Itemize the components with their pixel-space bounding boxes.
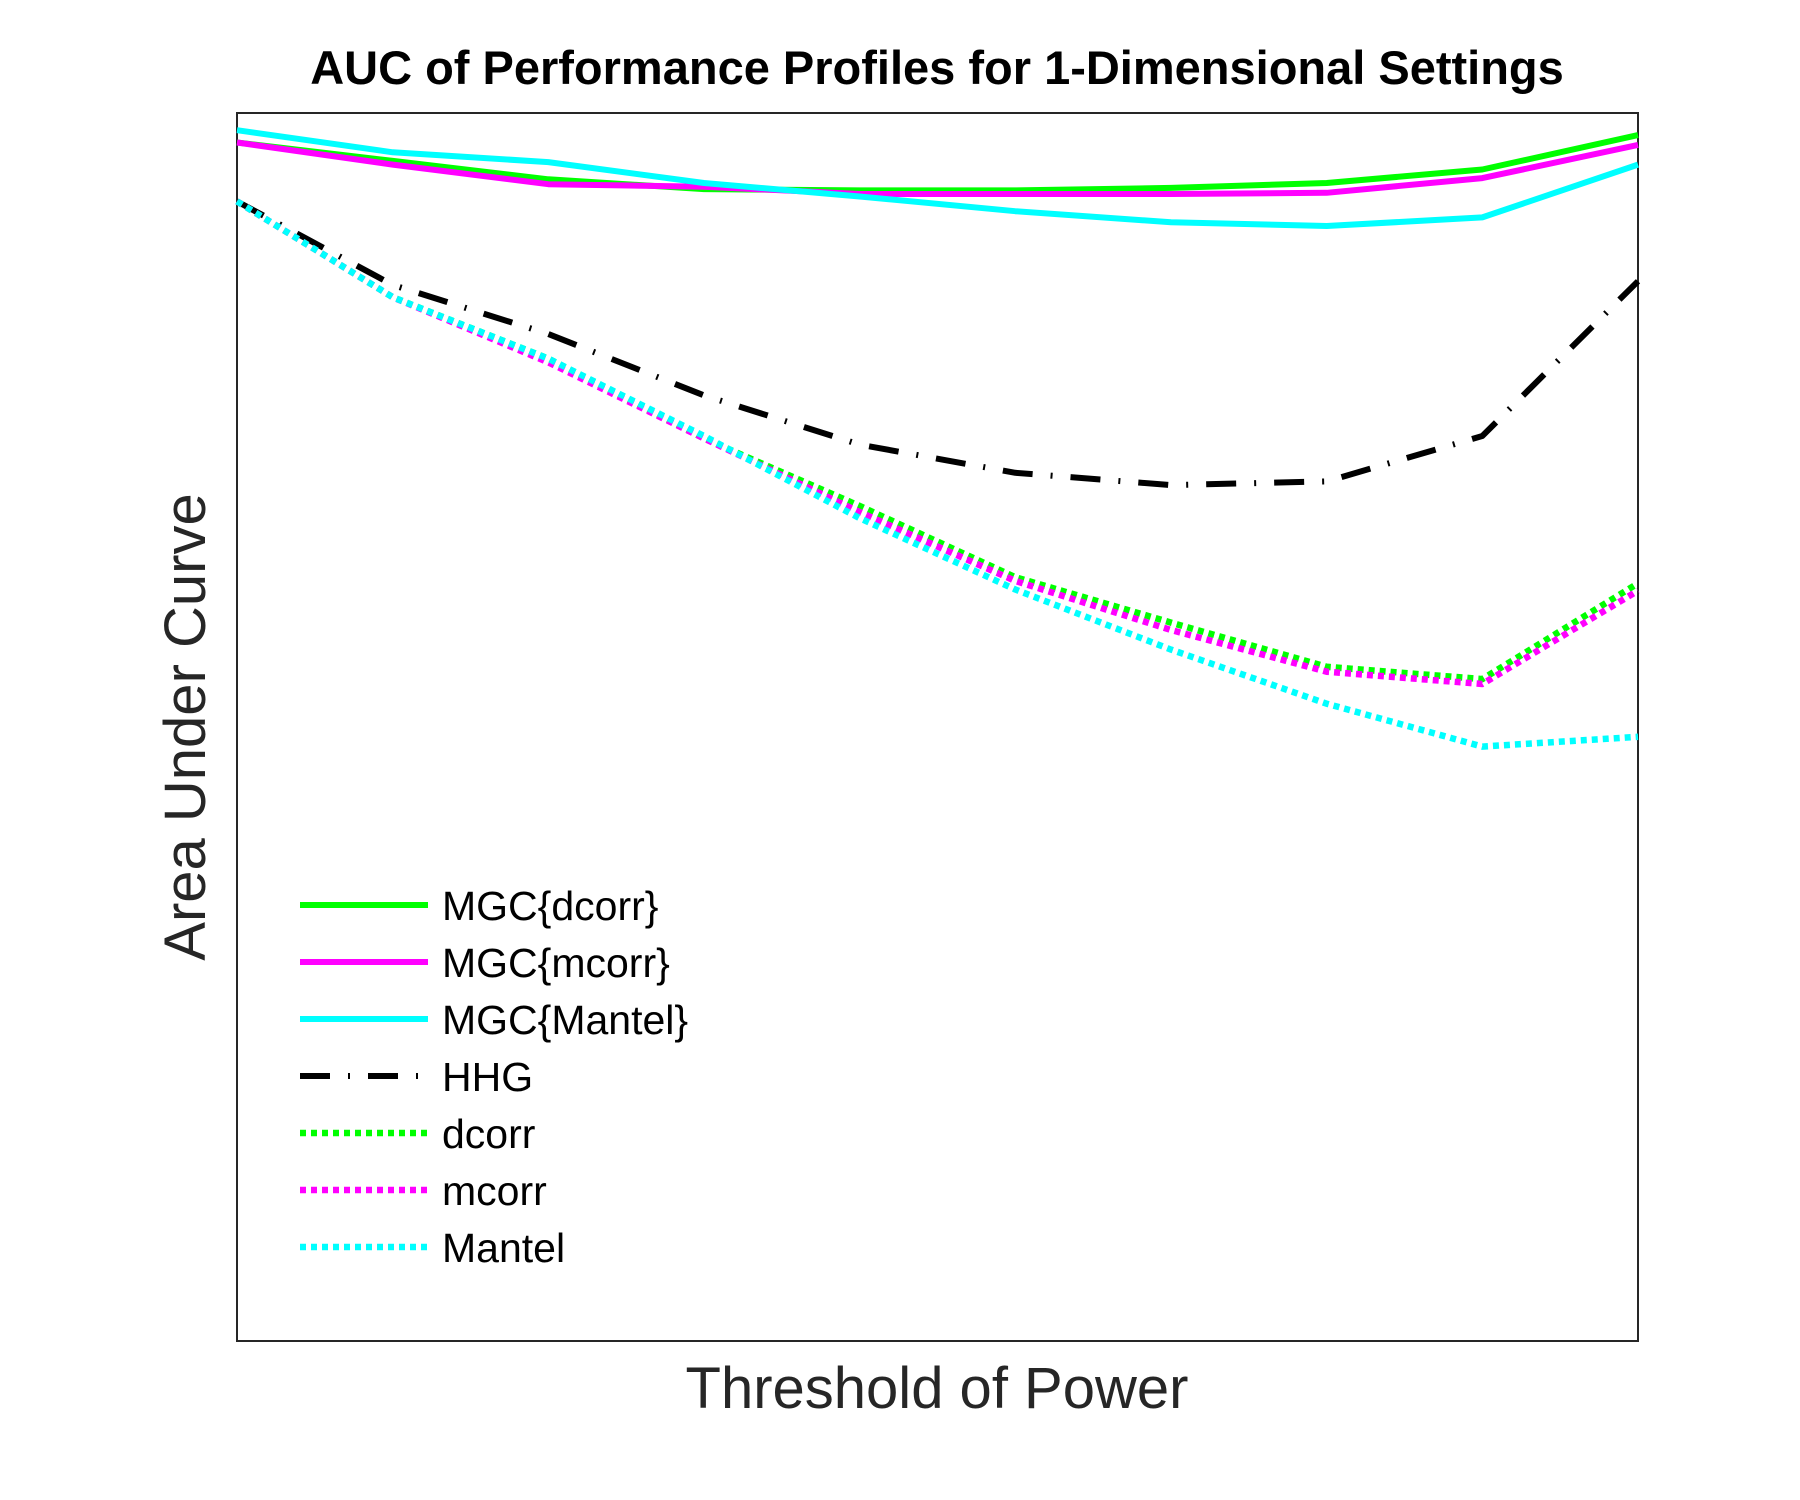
series-layer — [235, 127, 1641, 750]
legend-entry-mcorr: mcorr — [300, 1168, 547, 1214]
legend-label-mgc-mantel: MGC{Mantel} — [442, 997, 688, 1043]
series-line-mgc-dcorr-0 — [236, 132, 1639, 194]
legend-entry-mantel: Mantel — [300, 1225, 565, 1271]
legend-label-hhg: HHG — [442, 1054, 533, 1100]
legend-label-mgc-dcorr: MGC{dcorr} — [442, 883, 658, 929]
series-line-mgc-mcorr-1 — [236, 139, 1639, 197]
legend-label-mantel: Mantel — [442, 1225, 565, 1271]
chart-title: AUC of Performance Profiles for 1-Dimens… — [310, 41, 1564, 94]
series-line-mgc-mantel-2 — [236, 127, 1639, 229]
legend: MGC{dcorr} MGC{mcorr} MGC{Mantel} HHG dcorr m… — [300, 883, 688, 1271]
legend-entry-hhg: HHG — [300, 1054, 533, 1100]
legend-entry-mgc-dcorr: MGC{dcorr} — [300, 883, 658, 929]
plot-area-frame — [236, 112, 1639, 1342]
x-axis-label: Threshold of Power — [686, 1356, 1189, 1421]
legend-label-dcorr: dcorr — [442, 1111, 535, 1157]
legend-entry-mgc-mcorr: MGC{mcorr} — [300, 940, 670, 986]
legend-entry-mgc-mantel: MGC{Mantel} — [300, 997, 688, 1043]
y-axis-label: Area Under Curve — [153, 493, 218, 960]
legend-entry-dcorr: dcorr — [300, 1111, 535, 1157]
series-line-mantel-6 — [235, 198, 1639, 750]
legend-label-mcorr: mcorr — [442, 1168, 547, 1214]
legend-label-mgc-mcorr: MGC{mcorr} — [442, 940, 670, 986]
series-line-hhg-3 — [235, 198, 1641, 489]
